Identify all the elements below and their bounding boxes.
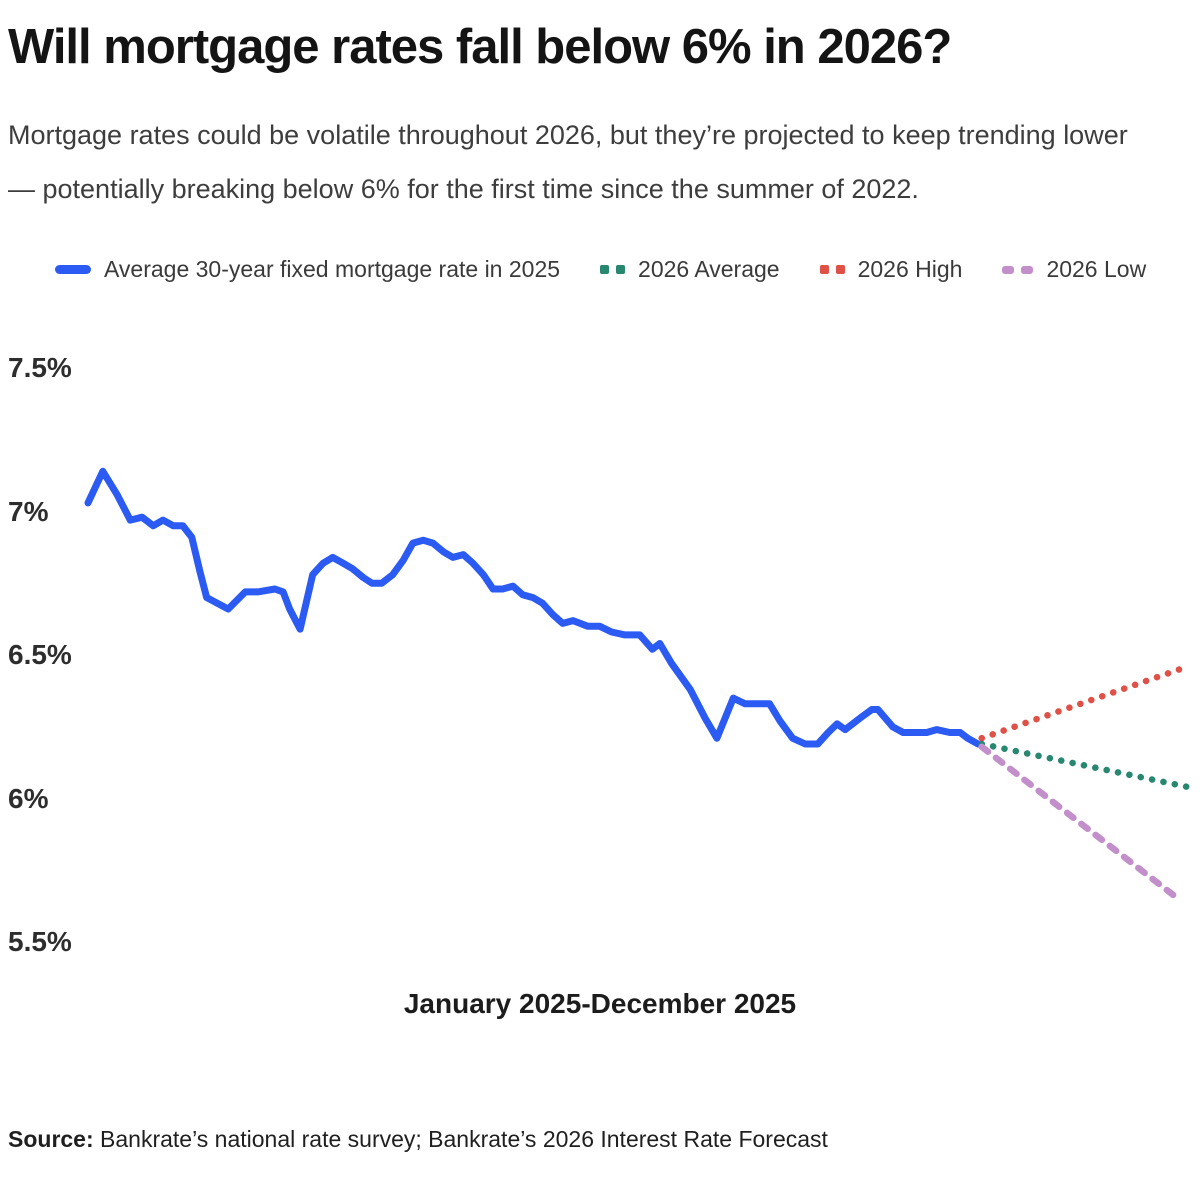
legend-label: 2026 Average — [638, 256, 780, 282]
legend-swatch-dotted-icon — [600, 265, 626, 274]
source-text: Bankrate’s national rate survey; Bankrat… — [93, 1126, 828, 1152]
legend-swatch-dotted-icon — [819, 265, 845, 274]
source-note: Source: Bankrate’s national rate survey;… — [8, 1126, 1158, 1153]
x-axis-label: January 2025-December 2025 — [403, 988, 797, 1019]
legend-swatch-solid-line-icon — [55, 265, 91, 274]
legend-item-2025-rate: Average 30-year fixed mortgage rate in 2… — [55, 256, 560, 283]
legend-item-2026-high: 2026 High — [819, 256, 963, 283]
series-average-30-year-fixed-mortgage-rate-in-2025 — [84, 467, 982, 748]
y-axis-tick-label: 7.5% — [8, 352, 72, 383]
chart-plot-area — [84, 467, 1192, 903]
source-prefix: Source: — [8, 1126, 94, 1152]
legend-item-2026-average: 2026 Average — [600, 256, 780, 283]
y-axis-tick-label: 6% — [8, 782, 49, 814]
series-2026-low — [978, 743, 1182, 903]
legend-swatch-dashed-icon — [1002, 265, 1034, 274]
y-axis-tick-label: 5.5% — [8, 926, 72, 957]
y-axis-tick-label: 7% — [8, 495, 49, 527]
page-title: Will mortgage rates fall below 6% in 202… — [8, 20, 952, 74]
chart-legend: Average 30-year fixed mortgage rate in 2… — [55, 256, 1146, 283]
legend-item-2026-low: 2026 Low — [1002, 256, 1146, 283]
subtitle: Mortgage rates could be volatile through… — [8, 120, 1128, 204]
legend-label: Average 30-year fixed mortgage rate in 2… — [104, 256, 561, 282]
series-2026-high — [978, 666, 1183, 742]
mortgage-rate-line-chart: 7.5% 7% 6.5% 6% 5.5% — [0, 330, 1200, 980]
legend-label: 2026 Low — [1046, 256, 1147, 282]
legend-label: 2026 High — [857, 256, 963, 282]
y-axis-tick-label: 6.5% — [8, 639, 72, 670]
series-2026-average — [978, 740, 1192, 791]
